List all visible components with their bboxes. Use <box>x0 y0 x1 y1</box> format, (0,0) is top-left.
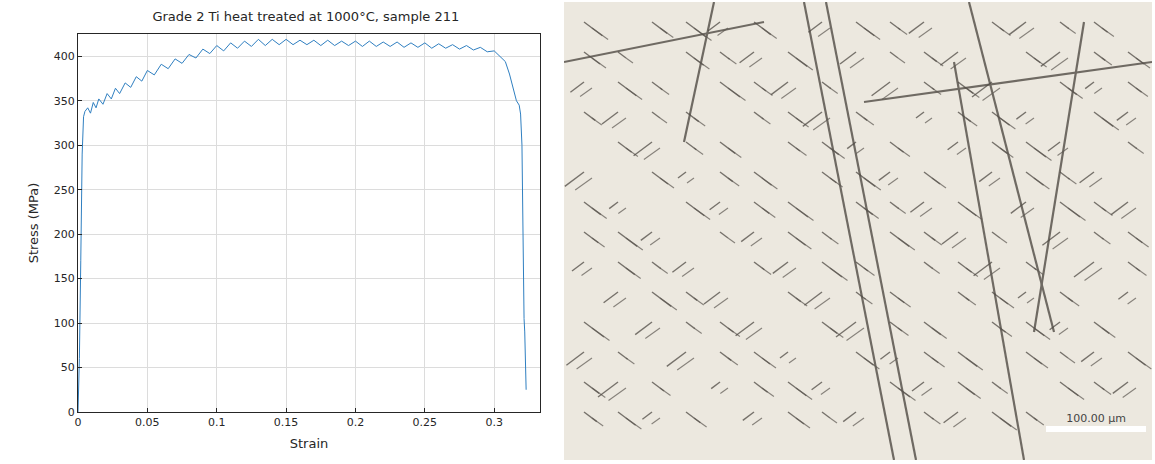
svg-text:350: 350 <box>54 95 75 108</box>
svg-text:0.2: 0.2 <box>347 416 365 429</box>
svg-text:0.05: 0.05 <box>135 416 160 429</box>
svg-text:50: 50 <box>61 361 75 374</box>
svg-text:0.15: 0.15 <box>274 416 299 429</box>
svg-text:Strain: Strain <box>290 436 329 451</box>
svg-text:Stress (MPa): Stress (MPa) <box>26 183 41 264</box>
svg-text:200: 200 <box>54 228 75 241</box>
svg-text:0.3: 0.3 <box>485 416 503 429</box>
svg-text:250: 250 <box>54 184 75 197</box>
svg-text:400: 400 <box>54 50 75 63</box>
svg-text:100.00 µm: 100.00 µm <box>1066 412 1126 425</box>
svg-text:300: 300 <box>54 139 75 152</box>
svg-text:150: 150 <box>54 272 75 285</box>
svg-text:Grade 2 Ti heat treated at 100: Grade 2 Ti heat treated at 1000°C, sampl… <box>152 9 459 24</box>
svg-text:0: 0 <box>75 416 82 429</box>
svg-text:100: 100 <box>54 317 75 330</box>
svg-text:0.25: 0.25 <box>413 416 438 429</box>
svg-text:0: 0 <box>68 406 75 419</box>
svg-text:0.1: 0.1 <box>208 416 226 429</box>
